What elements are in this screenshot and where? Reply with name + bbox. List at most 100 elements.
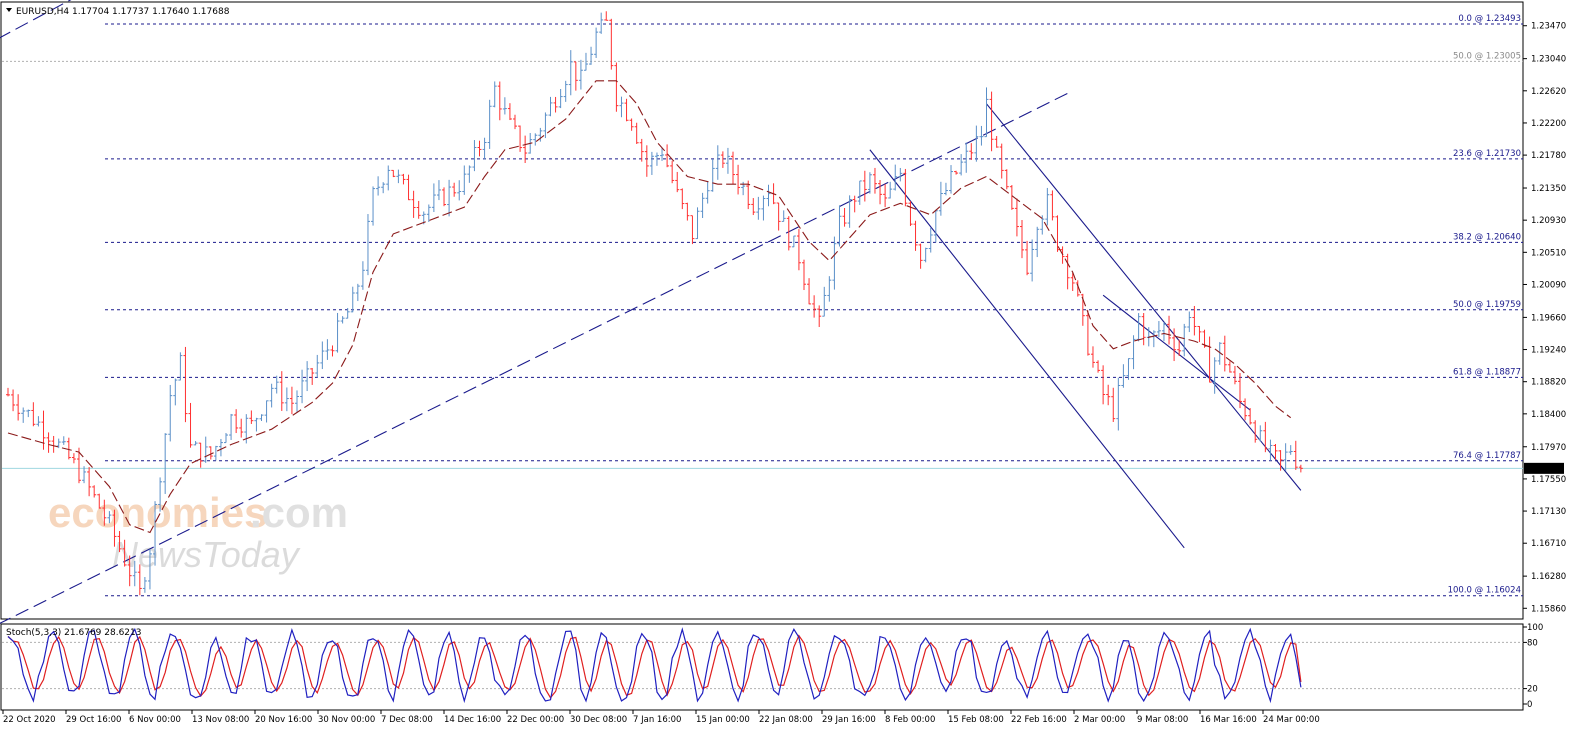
candle [168, 384, 173, 442]
candle [812, 295, 817, 318]
candle [183, 346, 188, 423]
candle [381, 182, 386, 194]
candle [51, 435, 56, 453]
candle [411, 190, 416, 218]
candle [325, 339, 330, 360]
time-tick-label: 15 Feb 08:00 [948, 715, 1004, 725]
candle [127, 555, 132, 587]
watermark: economies .com NewsToday [48, 489, 348, 575]
upper-left-trendline-segment [0, 0, 72, 39]
candle [442, 187, 447, 207]
candle [208, 446, 213, 460]
candle [447, 179, 452, 217]
candle [254, 417, 259, 432]
candle [685, 202, 690, 221]
candle [213, 445, 218, 461]
stoch-tick-label: 20 [1527, 685, 1538, 695]
candle [852, 195, 857, 213]
stoch-signal-line [7, 634, 1302, 699]
candle [1232, 365, 1237, 385]
candle [376, 176, 381, 196]
candle [1278, 450, 1283, 471]
time-tick-label: 9 Mar 08:00 [1137, 715, 1188, 725]
candle [87, 467, 92, 497]
candle [1101, 365, 1106, 405]
candle [989, 91, 994, 152]
candle [92, 485, 97, 498]
candle [462, 165, 467, 195]
time-tick-label: 22 Dec 00:00 [507, 715, 564, 725]
fib-level-label: 100.0 @ 1.16024 [1448, 586, 1521, 596]
time-tick-label: 30 Nov 00:00 [318, 715, 375, 725]
candle [654, 152, 659, 166]
time-tick-label: 30 Dec 08:00 [570, 715, 627, 725]
candle [239, 418, 244, 438]
candle [999, 143, 1004, 179]
fib-level-label: 76.4 @ 1.17787 [1453, 451, 1521, 461]
candle [1004, 169, 1009, 190]
candle [320, 341, 325, 370]
time-tick-label: 13 Nov 08:00 [192, 715, 249, 725]
price-tick-label: 1.19240 [1531, 346, 1566, 356]
candle [867, 172, 872, 194]
main-panel-frame [0, 1, 1524, 620]
candle [406, 174, 411, 201]
time-tick-label: 7 Jan 16:00 [633, 715, 681, 725]
candle [264, 400, 269, 423]
time-tick-label: 22 Jan 08:00 [759, 715, 813, 725]
chevron-down-icon[interactable] [6, 8, 12, 12]
stoch-main-line [7, 627, 1302, 704]
candle [1070, 272, 1075, 292]
candle [578, 59, 583, 90]
candle [436, 180, 441, 201]
candle [1050, 190, 1055, 221]
candle [1268, 439, 1273, 461]
candle [796, 229, 801, 271]
candle [761, 195, 766, 221]
candle [781, 210, 786, 222]
price-tick-label: 1.18400 [1531, 410, 1566, 420]
candle [695, 207, 700, 240]
candle [102, 499, 107, 526]
candle [766, 184, 771, 207]
candle [274, 375, 279, 394]
candle [472, 140, 477, 172]
candle [1035, 226, 1040, 258]
candle [883, 184, 888, 208]
stoch-label: Stoch(5,3,3) 21.6769 28.6213 [6, 628, 141, 638]
price-tick-label: 1.20090 [1531, 280, 1566, 290]
candle [1293, 440, 1298, 470]
candle [284, 387, 289, 412]
time-tick-label: 16 Mar 16:00 [1200, 715, 1257, 725]
candle [614, 62, 619, 112]
candle [1207, 336, 1212, 383]
candle [76, 447, 81, 484]
candle [791, 235, 796, 248]
candle [1126, 358, 1131, 380]
candle [548, 96, 553, 117]
candle [619, 96, 624, 118]
candle [178, 352, 183, 381]
candle [903, 168, 908, 207]
candle [305, 361, 310, 392]
candle [132, 560, 137, 587]
candle [386, 165, 391, 191]
candle [1197, 325, 1202, 343]
candle [893, 164, 898, 191]
candle [371, 186, 376, 226]
candle [629, 118, 634, 131]
candle [1116, 377, 1121, 431]
candle [289, 386, 294, 415]
candle [984, 87, 989, 138]
candle [553, 96, 558, 113]
candle [609, 18, 614, 70]
candle [959, 154, 964, 176]
time-tick-label: 22 Feb 16:00 [1011, 715, 1067, 725]
candle [736, 164, 741, 195]
candle [979, 125, 984, 146]
candle [457, 180, 462, 201]
candle [1141, 313, 1146, 346]
chart-header: EURUSD,H4 1.17704 1.17737 1.17640 1.1768… [6, 7, 230, 17]
price-tick-label: 1.19660 [1531, 313, 1566, 323]
candle [1131, 335, 1136, 370]
